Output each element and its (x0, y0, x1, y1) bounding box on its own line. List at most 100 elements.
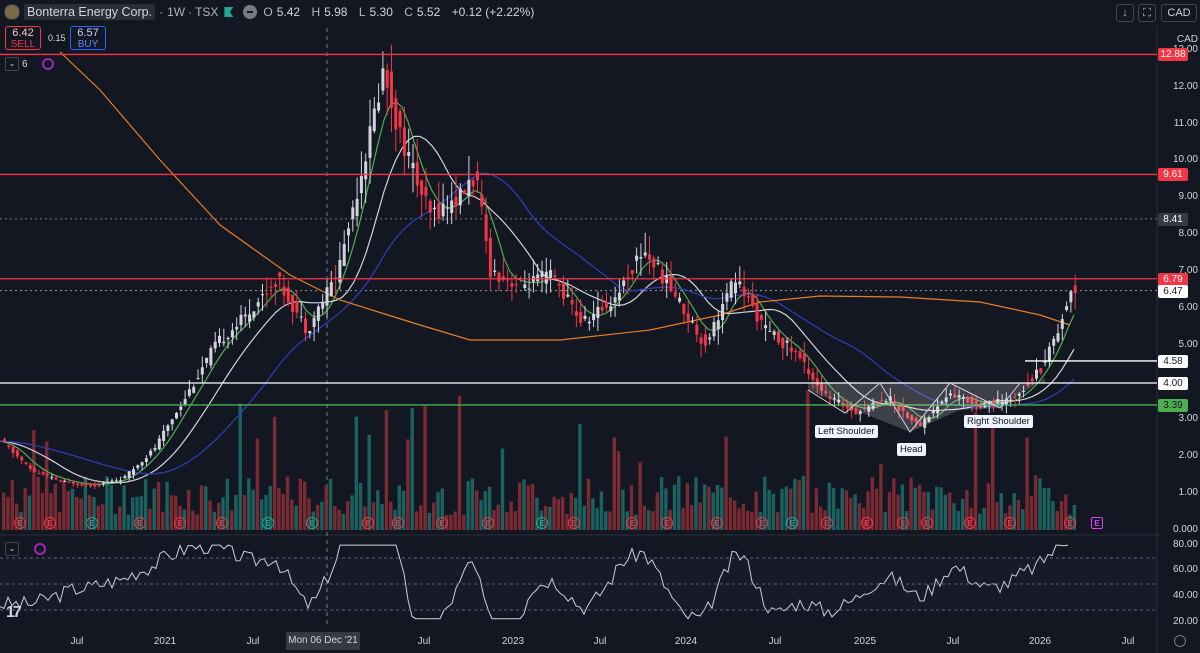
flag-icon[interactable] (224, 7, 234, 17)
sync-icon-2[interactable] (34, 543, 46, 555)
candle-body (463, 190, 467, 195)
volume-bar (470, 478, 475, 530)
earnings-icon[interactable]: E (14, 517, 26, 529)
fullscreen-icon[interactable]: ⛶ (1138, 4, 1156, 22)
volume-bar (1021, 509, 1025, 530)
volume-bar (767, 489, 771, 530)
earnings-icon[interactable]: E (362, 517, 374, 529)
volume-bar (88, 495, 92, 530)
buy-button[interactable]: 6.57 BUY (70, 26, 106, 50)
sync-icon[interactable] (41, 58, 54, 70)
candle-body (342, 243, 346, 267)
volume-bar (1012, 493, 1016, 530)
price-tick-label: 12.00 (1172, 81, 1198, 92)
ma-orange-line (59, 51, 1071, 341)
candle-body (996, 398, 1000, 404)
candle-body (89, 484, 92, 487)
volume-bar (741, 503, 745, 530)
candle-body (372, 108, 376, 132)
earnings-icon[interactable]: E (216, 517, 228, 529)
rsi-pane-controls[interactable]: ⌄ (5, 542, 46, 556)
chevron-down-icon-2[interactable]: ⌄ (5, 542, 19, 556)
volume-bar (715, 484, 720, 530)
settings-gear-icon[interactable] (1174, 635, 1186, 647)
symbol-header[interactable]: Bonterra Energy Corp. · 1W · TSX O 5.42 H… (0, 0, 538, 24)
download-icon[interactable]: ↓ (1116, 4, 1134, 22)
candle-body (265, 293, 269, 295)
symbol-name[interactable]: Bonterra Energy Corp. (24, 4, 156, 20)
earnings-icon[interactable]: E (821, 517, 833, 529)
currency-selector[interactable]: CAD (1161, 4, 1197, 22)
earnings-icon[interactable]: E (392, 517, 404, 529)
volume-bar (655, 492, 659, 530)
time-tick-label: 2021 (153, 636, 177, 647)
earnings-icon[interactable]: E (786, 517, 798, 529)
candle-body (880, 400, 884, 402)
earnings-icon[interactable]: E (1004, 517, 1016, 529)
volume-bar (462, 514, 466, 530)
candle-body (351, 207, 355, 220)
earnings-icon[interactable]: E (306, 517, 318, 529)
volume-bar (496, 504, 500, 530)
volume-bar (677, 476, 681, 530)
earnings-icon[interactable]: E (964, 517, 976, 529)
volume-bar (367, 434, 371, 530)
volume-bar (105, 476, 109, 530)
candle-body (987, 403, 991, 405)
earnings-icon[interactable]: E (861, 517, 873, 529)
volume-bar (509, 501, 513, 530)
earnings-icon[interactable]: E (711, 517, 723, 529)
candle-body (338, 259, 342, 283)
candle-body (686, 313, 690, 321)
earnings-icon[interactable]: E (1091, 517, 1103, 529)
earnings-icon[interactable]: E (436, 517, 448, 529)
candle-body (252, 311, 256, 318)
candle-body (175, 412, 178, 419)
sell-price: 6.42 (12, 27, 34, 39)
earnings-icon[interactable]: E (897, 517, 909, 529)
interval-label[interactable]: 1W (167, 5, 186, 19)
earnings-icon[interactable]: E (44, 517, 56, 529)
earnings-icon[interactable]: E (536, 517, 548, 529)
volume-bar (161, 511, 165, 530)
earnings-icon[interactable]: E (756, 517, 768, 529)
earnings-icon[interactable]: E (661, 517, 673, 529)
candle-body (394, 98, 398, 130)
earnings-icon[interactable]: E (482, 517, 494, 529)
earnings-icon[interactable]: E (1064, 517, 1076, 529)
pattern-outline (807, 382, 1021, 433)
chevron-down-icon[interactable]: ⌄ (5, 57, 19, 71)
sell-button[interactable]: 6.42 SELL (5, 26, 41, 50)
candle-body (136, 465, 140, 468)
candle-body (153, 448, 157, 451)
volume-bar (711, 492, 715, 530)
candle-body (235, 326, 239, 330)
earnings-icon[interactable]: E (174, 517, 186, 529)
candle-body (617, 292, 621, 301)
candle-body (566, 294, 570, 297)
low-label: L (358, 5, 366, 19)
candle-body (273, 284, 277, 287)
volume-bar (475, 490, 479, 530)
earnings-icon[interactable]: E (568, 517, 580, 529)
candle-body (304, 318, 307, 334)
hide-icon[interactable] (243, 5, 258, 19)
earnings-icon[interactable]: E (86, 517, 98, 529)
volume-bar (582, 505, 586, 530)
earnings-icon[interactable]: E (921, 517, 933, 529)
earnings-icon[interactable]: E (134, 517, 146, 529)
candle-body (299, 316, 303, 318)
volume-bar (49, 493, 53, 530)
candle-body (97, 484, 101, 486)
candle-body (1056, 333, 1060, 342)
earnings-icon[interactable]: E (262, 517, 274, 529)
candle-body (583, 315, 587, 319)
earnings-icon[interactable]: E (626, 517, 638, 529)
volume-bar (79, 498, 83, 530)
price-tick-label: 2.00 (1178, 450, 1198, 461)
rsi-tick-label: 80.00 (1172, 539, 1198, 550)
candle-body (312, 317, 316, 327)
indicators-toggle[interactable]: ⌄ 6 (5, 57, 54, 71)
candle-body (553, 275, 557, 278)
